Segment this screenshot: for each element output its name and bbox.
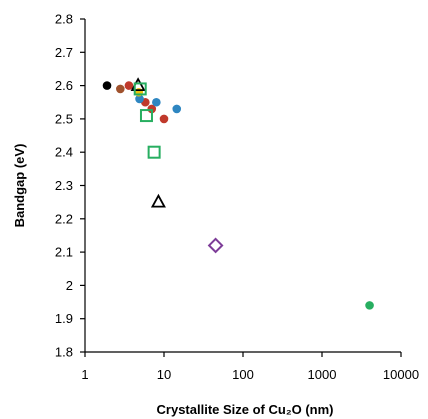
x-tick-label: 1000 — [308, 367, 337, 382]
y-axis-title: Bandgap (eV) — [12, 144, 27, 228]
data-point — [116, 84, 125, 94]
x-tick-label: 10000 — [383, 367, 419, 382]
y-tick-label: 2 — [66, 278, 73, 293]
y-tick-label: 1.9 — [55, 311, 73, 326]
x-axis-title: Crystallite Size of Cu₂O (nm) — [157, 402, 334, 417]
x-tick-label: 100 — [232, 367, 254, 382]
y-tick-label: 2.2 — [55, 211, 73, 226]
data-point — [152, 97, 161, 107]
y-tick-label: 2.5 — [55, 111, 73, 126]
data-point — [365, 301, 374, 310]
x-axis-ticks: 1 10 100 1000 10000 — [81, 352, 419, 382]
y-tick-label: 2.8 — [55, 12, 73, 27]
y-tick-label: 2.7 — [55, 45, 73, 60]
x-tick-label: 1 — [81, 367, 88, 382]
y-tick-label: 2.3 — [55, 178, 73, 193]
data-point — [159, 114, 169, 124]
data-point — [150, 193, 166, 208]
data-point — [102, 81, 112, 90]
data-point — [124, 81, 134, 90]
data-point — [133, 82, 147, 96]
x-tick-label: 10 — [157, 367, 171, 382]
y-axis-ticks: 1.8 1.9 2 2.1 2.2 2.3 2.4 2.5 2.6 2.7 2.8 — [55, 12, 85, 360]
data-point — [207, 237, 224, 254]
data-point — [139, 109, 153, 123]
y-tick-label: 2.4 — [55, 145, 73, 160]
data-points — [102, 77, 374, 310]
y-tick-label: 1.8 — [55, 345, 73, 360]
y-tick-label: 2.6 — [55, 78, 73, 93]
data-point — [172, 104, 182, 114]
y-tick-label: 2.1 — [55, 245, 73, 260]
data-point — [135, 94, 144, 104]
data-point — [147, 145, 161, 159]
